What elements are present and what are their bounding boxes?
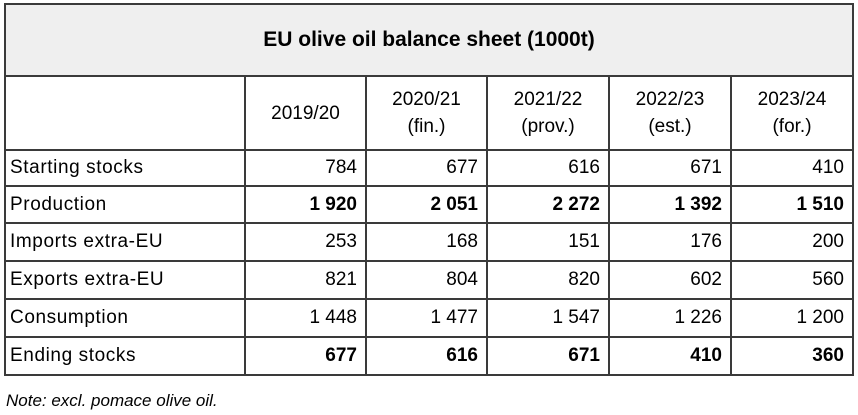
column-header-year: 2019/20 [271,102,340,124]
value-cell: 410 [730,149,854,187]
value-cell: 560 [730,260,854,300]
value-cell: 820 [486,260,610,300]
row-label: Consumption [4,298,246,338]
column-header-status: (fin.) [407,116,446,137]
value-cell: 200 [730,222,854,262]
value-cell: 616 [486,149,610,187]
column-header-2021-22: 2021/22 (prov.) [486,75,610,151]
value-cell: 2 272 [486,185,610,224]
column-header-year: 2023/24 [757,89,827,110]
value-cell: 1 392 [608,185,732,224]
value-cell: 821 [244,260,367,300]
value-cell: 1 200 [730,298,854,338]
column-header-year: 2021/22 [513,89,583,110]
value-cell: 360 [730,336,854,376]
row-label: Production [4,185,246,224]
value-cell: 804 [365,260,488,300]
column-header-status: (est.) [648,116,692,137]
value-cell: 168 [365,222,488,262]
balance-sheet-table: EU olive oil balance sheet (1000t) 2019/… [4,3,854,376]
row-label: Starting stocks [4,149,246,187]
column-header-status: (for.) [772,116,812,137]
column-header-year: 2022/23 [635,89,705,110]
value-cell: 671 [486,336,610,376]
row-imports-extra-eu: Imports extra-EU 253 168 151 176 200 [4,222,854,262]
value-cell: 410 [608,336,732,376]
value-cell: 671 [608,149,732,187]
value-cell: 1 510 [730,185,854,224]
value-cell: 677 [365,149,488,187]
row-label: Imports extra-EU [4,222,246,262]
column-header-2023-24: 2023/24 (for.) [730,75,854,151]
row-consumption: Consumption 1 448 1 477 1 547 1 226 1 20… [4,298,854,338]
value-cell: 616 [365,336,488,376]
value-cell: 151 [486,222,610,262]
value-cell: 1 226 [608,298,732,338]
column-header-2022-23: 2022/23 (est.) [608,75,732,151]
column-header-status: (prov.) [521,116,575,137]
table-footnote: Note: excl. pomace olive oil. [6,391,218,410]
value-cell: 176 [608,222,732,262]
row-label: Exports extra-EU [4,260,246,300]
row-exports-extra-eu: Exports extra-EU 821 804 820 602 560 [4,260,854,300]
value-cell: 602 [608,260,732,300]
value-cell: 1 547 [486,298,610,338]
value-cell: 253 [244,222,367,262]
table-title: EU olive oil balance sheet (1000t) [4,3,854,77]
row-label: Ending stocks [4,336,246,376]
value-cell: 1 477 [365,298,488,338]
value-cell: 784 [244,149,367,187]
column-header-2020-21: 2020/21 (fin.) [365,75,488,151]
row-ending-stocks: Ending stocks 677 616 671 410 360 [4,336,854,376]
value-cell: 2 051 [365,185,488,224]
header-corner-cell [4,75,246,151]
header-row: 2019/20 2020/21 (fin.) 2021/22 (prov.) 2… [4,75,854,151]
value-cell: 1 448 [244,298,367,338]
column-header-year: 2020/21 [392,89,461,110]
column-header-2019-20: 2019/20 [244,75,367,151]
value-cell: 677 [244,336,367,376]
row-starting-stocks: Starting stocks 784 677 616 671 410 [4,149,854,187]
row-production: Production 1 920 2 051 2 272 1 392 1 510 [4,185,854,224]
value-cell: 1 920 [244,185,367,224]
